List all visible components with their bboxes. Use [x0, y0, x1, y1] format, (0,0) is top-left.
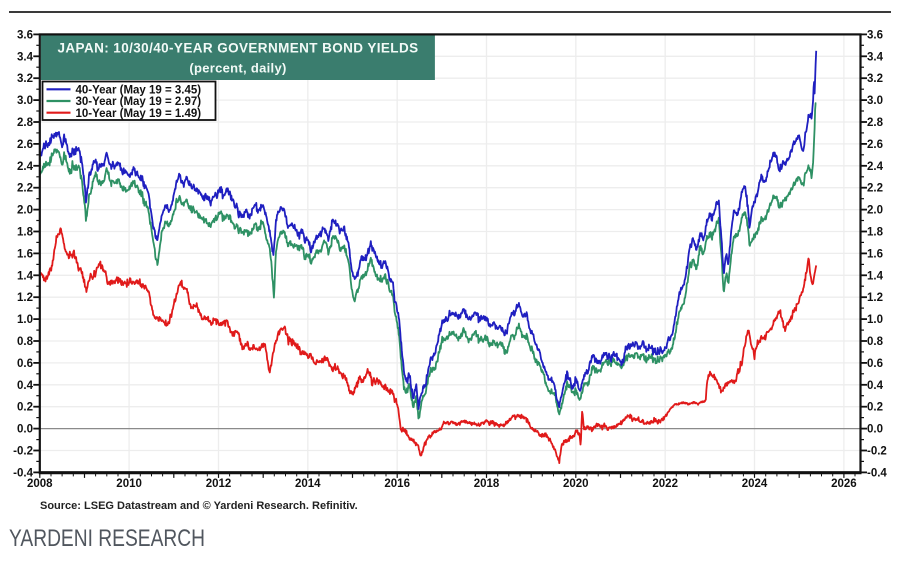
svg-text:40-Year (May 19 = 3.45): 40-Year (May 19 = 3.45) — [76, 85, 202, 97]
svg-text:3.0: 3.0 — [17, 95, 33, 107]
svg-text:3.6: 3.6 — [867, 29, 883, 41]
svg-text:1.8: 1.8 — [867, 227, 884, 239]
svg-text:10-Year (May 19 = 1.49): 10-Year (May 19 = 1.49) — [76, 108, 202, 120]
svg-text:2012: 2012 — [206, 478, 232, 490]
svg-text:3.0: 3.0 — [867, 95, 883, 107]
svg-text:YARDENI RESEARCH: YARDENI RESEARCH — [9, 525, 205, 552]
svg-text:2020: 2020 — [563, 478, 589, 490]
svg-text:0.8: 0.8 — [867, 336, 884, 348]
svg-text:0.0: 0.0 — [867, 424, 883, 436]
svg-text:1.8: 1.8 — [17, 227, 34, 239]
svg-text:1.4: 1.4 — [867, 270, 884, 282]
svg-text:2.0: 2.0 — [17, 205, 33, 217]
svg-text:3.6: 3.6 — [17, 29, 33, 41]
svg-text:Source: LSEG Datastream and ©: Source: LSEG Datastream and © Yardeni Re… — [40, 500, 358, 512]
svg-text:1.6: 1.6 — [867, 248, 883, 260]
svg-text:0.6: 0.6 — [867, 358, 883, 370]
svg-text:-0.4: -0.4 — [867, 467, 887, 479]
svg-text:1.6: 1.6 — [17, 248, 33, 260]
svg-text:2008: 2008 — [27, 478, 53, 490]
svg-text:3.2: 3.2 — [17, 73, 33, 85]
svg-text:1.2: 1.2 — [17, 292, 33, 304]
svg-text:1.0: 1.0 — [17, 314, 33, 326]
svg-text:1.0: 1.0 — [867, 314, 883, 326]
svg-text:2026: 2026 — [831, 478, 857, 490]
svg-text:2010: 2010 — [116, 478, 142, 490]
svg-text:2.4: 2.4 — [17, 161, 34, 173]
svg-text:2.2: 2.2 — [17, 183, 33, 195]
svg-text:-0.2: -0.2 — [13, 446, 33, 458]
svg-text:-0.4: -0.4 — [13, 467, 33, 479]
svg-text:2016: 2016 — [384, 478, 410, 490]
svg-text:2.6: 2.6 — [17, 139, 33, 151]
svg-text:0.4: 0.4 — [17, 380, 34, 392]
svg-text:2.6: 2.6 — [867, 139, 883, 151]
svg-text:0.4: 0.4 — [867, 380, 884, 392]
svg-text:30-Year (May 19 = 2.97): 30-Year (May 19 = 2.97) — [76, 96, 202, 108]
svg-text:2.8: 2.8 — [17, 117, 34, 129]
svg-text:3.4: 3.4 — [867, 51, 884, 63]
svg-text:0.2: 0.2 — [17, 402, 33, 414]
svg-text:2.4: 2.4 — [867, 161, 884, 173]
svg-text:2.2: 2.2 — [867, 183, 883, 195]
svg-text:0.0: 0.0 — [17, 424, 33, 436]
svg-text:0.6: 0.6 — [17, 358, 33, 370]
svg-text:0.8: 0.8 — [17, 336, 34, 348]
svg-text:2.0: 2.0 — [867, 205, 883, 217]
svg-text:1.2: 1.2 — [867, 292, 883, 304]
svg-text:(percent, daily): (percent, daily) — [189, 61, 286, 76]
svg-text:2018: 2018 — [474, 478, 500, 490]
svg-text:1.4: 1.4 — [17, 270, 34, 282]
svg-text:3.2: 3.2 — [867, 73, 883, 85]
svg-text:2.8: 2.8 — [867, 117, 884, 129]
svg-text:0.2: 0.2 — [867, 402, 883, 414]
svg-text:3.4: 3.4 — [17, 51, 34, 63]
svg-text:JAPAN: 10/30/40-YEAR GOVERNMEN: JAPAN: 10/30/40-YEAR GOVERNMENT BOND YIE… — [57, 41, 418, 56]
svg-text:2024: 2024 — [742, 478, 768, 490]
svg-text:-0.2: -0.2 — [867, 446, 887, 458]
svg-text:2022: 2022 — [652, 478, 678, 490]
svg-text:2014: 2014 — [295, 478, 321, 490]
